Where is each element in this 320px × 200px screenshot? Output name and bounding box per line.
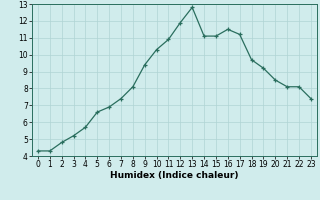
X-axis label: Humidex (Indice chaleur): Humidex (Indice chaleur) [110,171,239,180]
